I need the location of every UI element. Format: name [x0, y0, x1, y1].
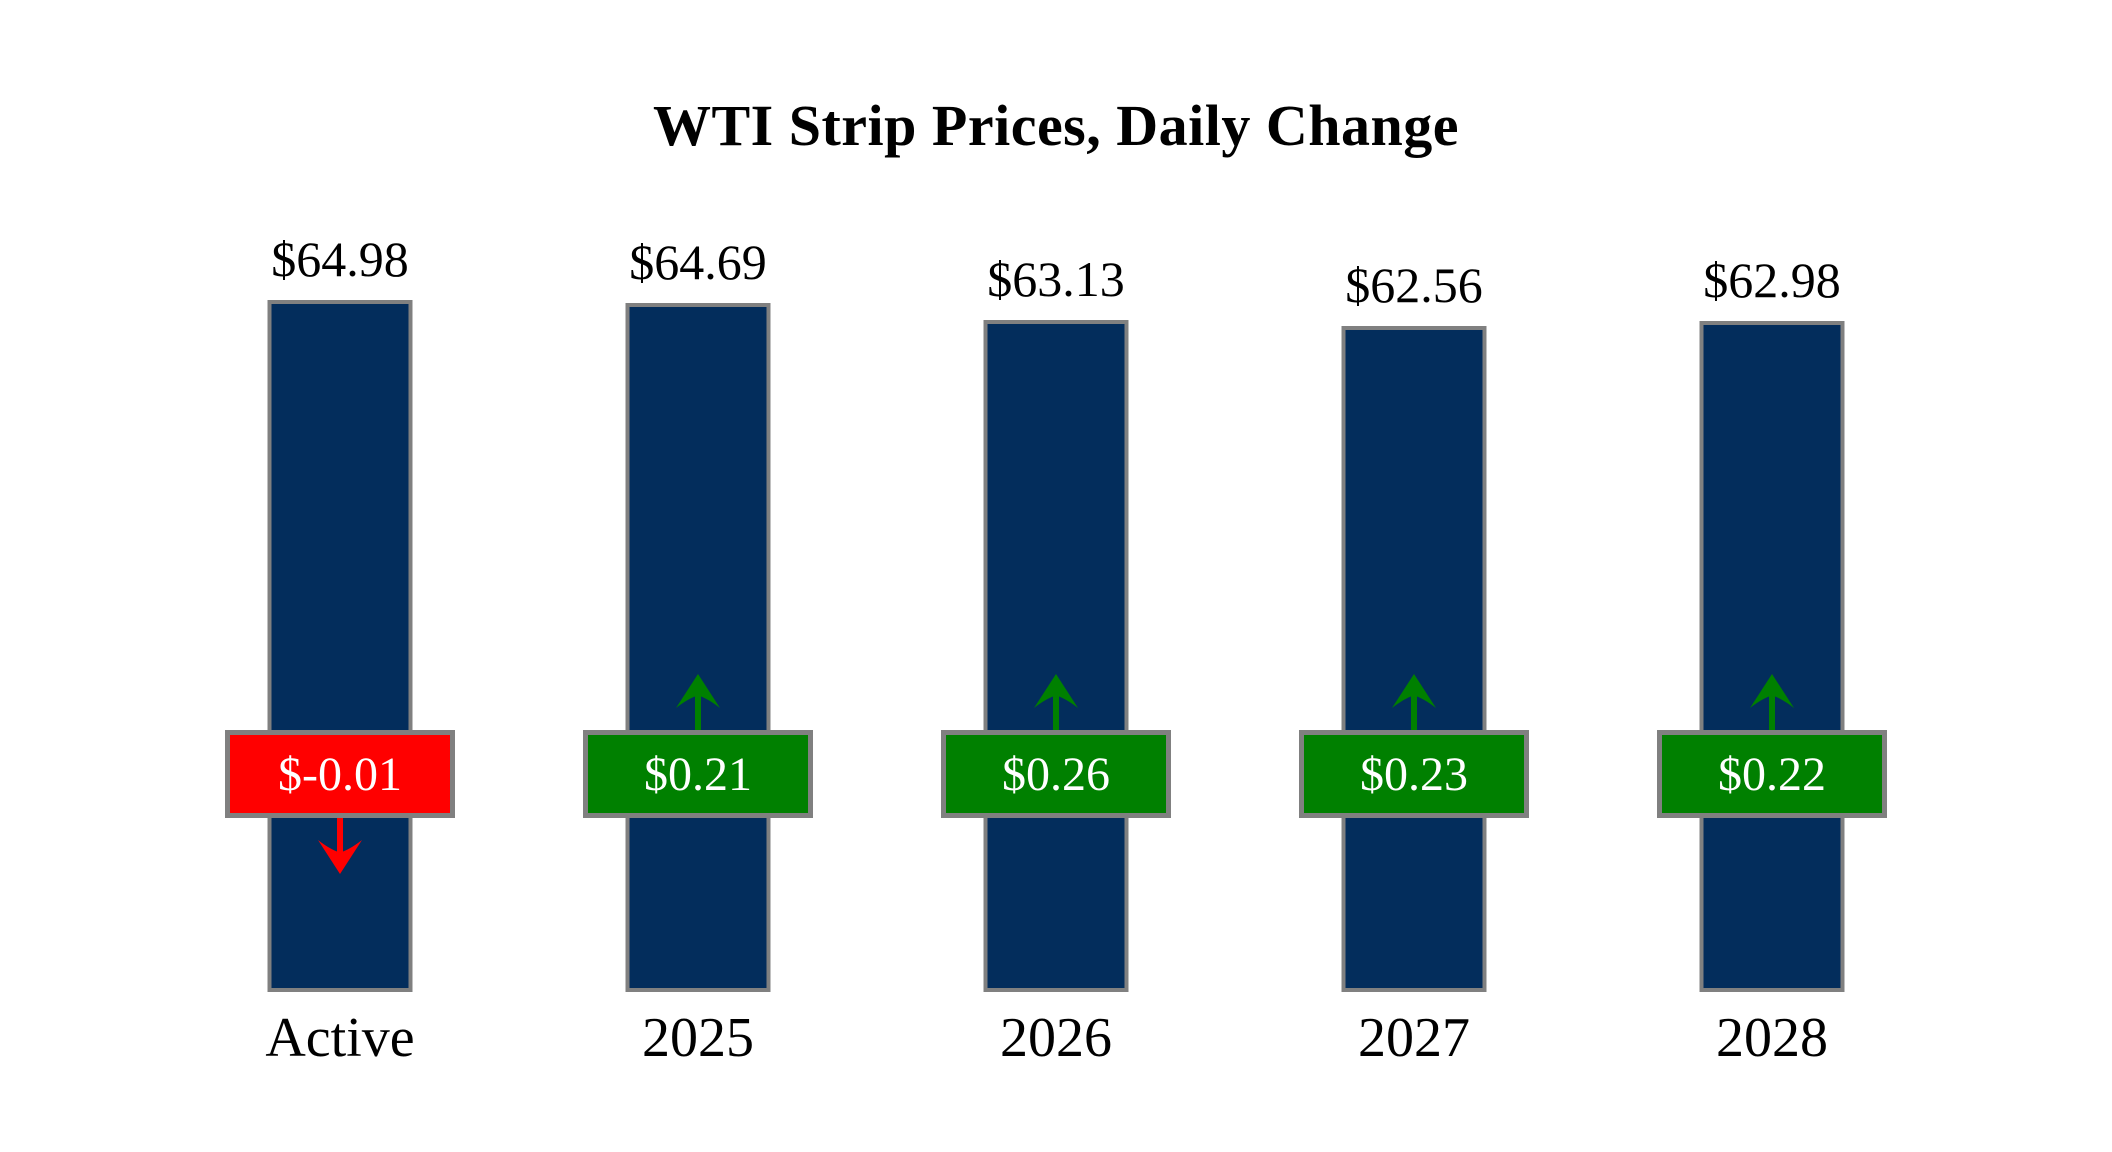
change-badge: $-0.01	[225, 730, 455, 818]
price-label: $63.13	[987, 251, 1125, 307]
bar-column: $64.98 $-0.01 Active	[161, 231, 519, 1069]
change-badge: $0.23	[1299, 730, 1529, 818]
price-bar	[1699, 321, 1845, 992]
bar-column: $62.56 $0.23 2027	[1235, 257, 1593, 1069]
change-badge: $0.22	[1657, 730, 1887, 818]
category-label: Active	[265, 1007, 415, 1069]
bar-column: $62.98 $0.22 2028	[1593, 252, 1951, 1069]
category-label: 2027	[1358, 1007, 1470, 1069]
change-badge: $0.21	[583, 730, 813, 818]
price-bar	[1341, 326, 1487, 992]
price-label: $64.98	[271, 231, 409, 287]
change-label: $0.22	[1718, 747, 1826, 801]
up-arrow-icon	[1034, 674, 1078, 730]
bar-column: $63.13 $0.26 2026	[877, 251, 1235, 1069]
category-label: 2026	[1000, 1007, 1112, 1069]
change-label: $0.23	[1360, 747, 1468, 801]
change-label: $0.26	[1002, 747, 1110, 801]
price-label: $64.69	[629, 234, 767, 290]
up-arrow-icon	[1392, 674, 1436, 730]
chart-title: WTI Strip Prices, Daily Change	[652, 93, 1460, 158]
price-bar	[267, 300, 413, 992]
price-label: $62.56	[1345, 257, 1483, 313]
change-label: $-0.01	[278, 747, 402, 801]
price-bar	[625, 303, 771, 992]
up-arrow-icon	[676, 674, 720, 730]
price-label: $62.98	[1703, 252, 1841, 308]
price-bar	[983, 320, 1129, 992]
bar-column: $64.69 $0.21 2025	[519, 234, 877, 1069]
down-arrow-icon	[318, 818, 362, 874]
change-label: $0.21	[644, 747, 752, 801]
category-label: 2025	[642, 1007, 754, 1069]
up-arrow-icon	[1750, 674, 1794, 730]
bar-chart: $64.98 $-0.01 Active $64.69 $0.21 2025 $…	[161, 231, 1951, 1069]
category-label: 2028	[1716, 1007, 1828, 1069]
change-badge: $0.26	[941, 730, 1171, 818]
